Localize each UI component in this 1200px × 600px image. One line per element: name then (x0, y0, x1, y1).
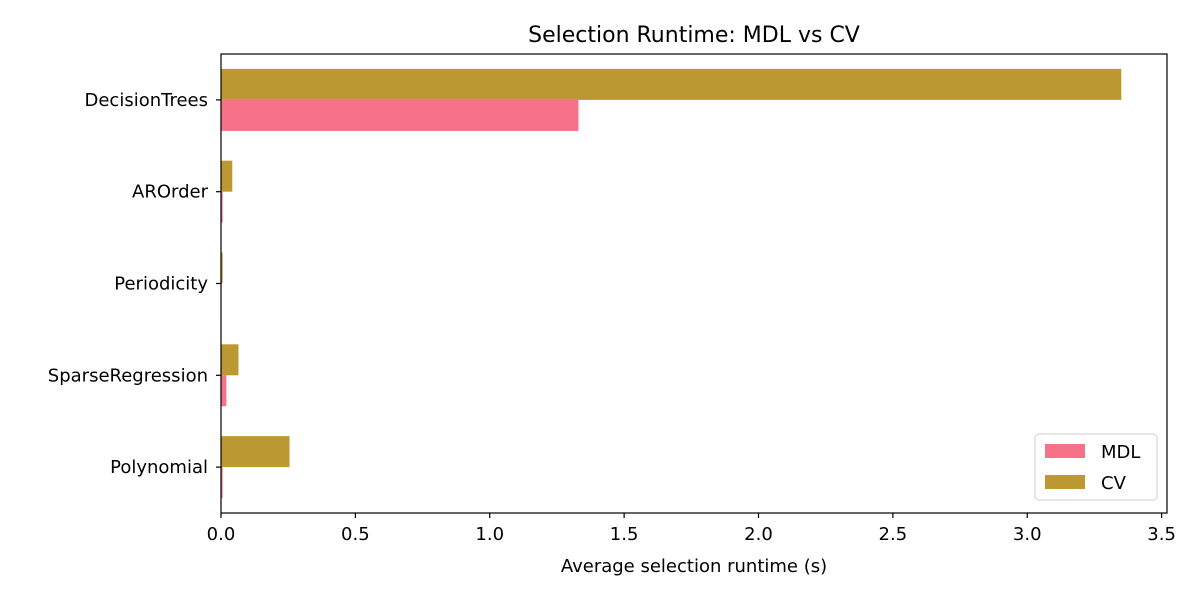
legend: MDL CV (1034, 433, 1158, 501)
legend-label-mdl: MDL (1101, 442, 1140, 463)
x-tick-label: 2.0 (744, 524, 773, 545)
x-tick-label: 3.5 (1147, 524, 1176, 545)
bar-mdl-decisiontrees (221, 99, 579, 131)
x-axis-label: Average selection runtime (s) (561, 556, 827, 577)
bar-mdl-sparseregression (221, 375, 227, 407)
legend-label-cv: CV (1101, 473, 1127, 494)
x-tick-label: 2.5 (879, 524, 908, 545)
bar-cv-periodicity (221, 252, 223, 284)
chart-title: Selection Runtime: MDL vs CV (528, 23, 860, 48)
y-tick-label-sparseregression: SparseRegression (48, 365, 208, 386)
y-tick-label-arorder: AROrder (132, 182, 209, 203)
x-tick-label: 0.5 (341, 524, 370, 545)
x-tick-label: 1.5 (610, 524, 639, 545)
bar-mdl-arorder (221, 191, 223, 223)
bar-cv-polynomial (221, 436, 290, 468)
x-tick-label: 3.0 (1013, 524, 1042, 545)
bars-layer (221, 68, 1122, 499)
bar-mdl-polynomial (221, 467, 223, 499)
x-tick-label: 1.0 (475, 524, 504, 545)
x-tick-label: 0.0 (207, 524, 236, 545)
bar-cv-arorder (221, 160, 233, 192)
legend-swatch-cv (1045, 475, 1085, 489)
bar-cv-decisiontrees (221, 68, 1122, 100)
y-tick-label-periodicity: Periodicity (114, 274, 208, 295)
y-tick-label-polynomial: Polynomial (110, 457, 208, 478)
bar-cv-sparseregression (221, 344, 239, 376)
y-tick-label-decisiontrees: DecisionTrees (84, 90, 208, 111)
legend-swatch-mdl (1045, 444, 1085, 458)
ticks-layer: DecisionTrees AROrder Periodicity SparseReg… (48, 90, 1176, 545)
